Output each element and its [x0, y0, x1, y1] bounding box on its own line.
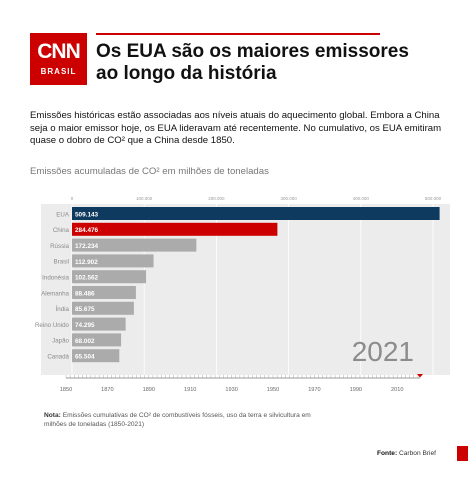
- category-label: Reino Unido: [35, 322, 70, 329]
- value-label: 65.504: [75, 354, 95, 361]
- value-label: 88.486: [75, 290, 95, 297]
- value-label: 68.002: [75, 338, 95, 345]
- headline-rule: [96, 33, 380, 35]
- value-label: 284.476: [75, 227, 99, 234]
- bar: [72, 301, 134, 315]
- x-tick-label: 200.000: [208, 196, 225, 201]
- category-label: Indonésia: [42, 275, 69, 282]
- value-label: 74.295: [75, 322, 95, 329]
- timeline-tick-label: 2010: [391, 387, 403, 393]
- category-label: Canadá: [47, 354, 69, 361]
- category-label: Rússia: [50, 243, 69, 250]
- emissions-bar-chart: 0 100.000 200.000 300.000 400.000 500.000 2021…: [35, 196, 450, 393]
- source-credit: Fonte: Carbon Brief: [377, 450, 436, 457]
- logo-region: BRASIL: [40, 67, 77, 76]
- timeline-tick-label: 1930: [225, 387, 237, 393]
- bar: [72, 222, 278, 236]
- note-text: Emissões cumulativas de CO² de combustív…: [44, 412, 311, 428]
- value-label: 102.562: [75, 275, 99, 282]
- timeline-tick-label: 1870: [101, 387, 113, 393]
- value-label: 509.143: [75, 211, 99, 218]
- bar: [72, 238, 197, 252]
- timeline-tick-label: 1970: [308, 387, 320, 393]
- x-tick-label: 400.000: [353, 196, 370, 201]
- note-label: Nota:: [44, 412, 61, 419]
- category-label: Brasil: [54, 259, 69, 266]
- category-label: Alemanha: [41, 290, 69, 297]
- logo-brand: CNN: [37, 40, 81, 63]
- timeline-tick-label: 1950: [267, 387, 279, 393]
- x-tick-label: 300.000: [280, 196, 297, 201]
- bar: [72, 349, 120, 363]
- bar: [72, 286, 136, 299]
- category-label: Japão: [52, 338, 69, 345]
- value-label: 112.902: [75, 259, 98, 266]
- brand-accent-block: [457, 446, 468, 461]
- category-label: Índia: [56, 306, 70, 313]
- value-label: 172.234: [75, 243, 99, 250]
- page-title: Os EUA são os maiores emissores ao longo…: [96, 41, 409, 84]
- timeline-tick-label: 1910: [184, 387, 196, 393]
- bar: [72, 254, 154, 268]
- timeline-tick-label: 1850: [60, 387, 72, 393]
- x-tick-label: 100.000: [136, 196, 153, 201]
- x-tick-label: 0: [71, 196, 74, 201]
- source-label: Fonte:: [377, 450, 398, 457]
- chart-title: Emissões acumuladas de CO² em milhões de…: [30, 166, 269, 177]
- chart-note: Nota: Emissões cumulativas de CO² de com…: [44, 412, 324, 429]
- source-text: Carbon Brief: [397, 450, 437, 457]
- timeline-tick-label: 1990: [350, 387, 362, 393]
- bar: [72, 207, 440, 220]
- cnn-brasil-logo: CNN BRASIL: [30, 33, 87, 85]
- value-label: 85.675: [75, 306, 95, 313]
- bar: [72, 333, 122, 347]
- category-label: EUA: [56, 211, 70, 218]
- timeline-marker: [417, 374, 423, 378]
- bar: [72, 270, 147, 284]
- bar: [72, 317, 126, 331]
- timeline-tick-label: 1890: [143, 387, 155, 393]
- category-label: China: [53, 227, 70, 234]
- intro-paragraph: Emissões históricas estão associadas aos…: [30, 110, 442, 146]
- year-label: 2021: [352, 336, 414, 367]
- x-tick-label: 500.000: [425, 196, 442, 201]
